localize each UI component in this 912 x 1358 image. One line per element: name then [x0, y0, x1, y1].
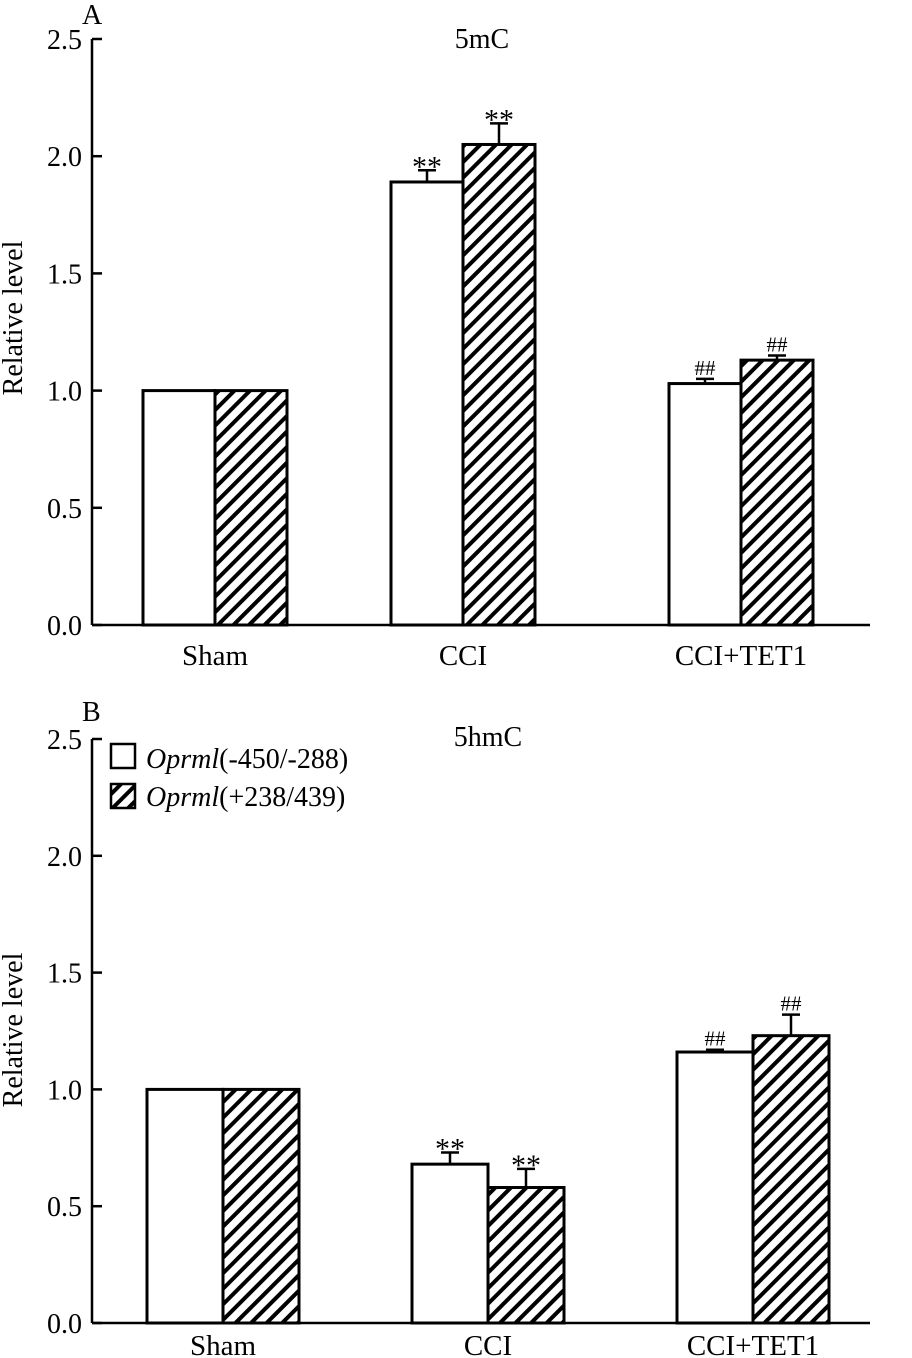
significance-mark: **	[412, 150, 442, 183]
bar-hatched	[213, 389, 289, 627]
x-tick-label: CCI+TET1	[675, 640, 807, 672]
legend: Oprml(-450/-288) Oprml(+238/439)	[109, 742, 348, 813]
chart-title: 5hmC	[454, 722, 522, 753]
panel-letter: B	[82, 697, 101, 728]
significance-mark: ##	[781, 992, 803, 1016]
significance-mark: ##	[695, 356, 717, 380]
x-tick-label: CCI	[464, 1330, 512, 1358]
significance-mark: **	[435, 1132, 465, 1165]
y-tick-label: 0.0	[47, 1309, 82, 1340]
bar-open	[675, 1050, 755, 1325]
bar-open	[145, 1087, 225, 1325]
chart-title: 5mC	[455, 24, 509, 55]
bar-open	[389, 180, 465, 627]
y-tick-label: 1.5	[47, 959, 82, 990]
y-tick-label: 1.0	[47, 1075, 82, 1106]
legend-item: Oprml(+238/439)	[109, 782, 345, 813]
significance-mark: ##	[767, 332, 789, 356]
y-tick-label: 0.5	[47, 1192, 82, 1223]
y-tick-label: 1.5	[47, 259, 82, 290]
legend-label: Oprml(-450/-288)	[146, 744, 348, 775]
bar-hatched	[751, 1034, 831, 1325]
legend-label: Oprml(+238/439)	[146, 782, 345, 813]
chart-panel-b: B 5hmC Relative level Oprml(-450/-288) O…	[0, 697, 870, 1358]
y-tick-label: 2.5	[47, 25, 82, 56]
significance-mark: ##	[705, 1027, 727, 1051]
x-tick-label: Sham	[182, 640, 249, 672]
y-tick-label: 2.5	[47, 725, 82, 756]
x-tick-label: CCI+TET1	[687, 1330, 819, 1358]
bar-hatched	[486, 1186, 566, 1325]
chart-panel-a: A 5mC Relative level 0.0 0.5 1.0 1.5 2.0 2.5 S…	[0, 0, 870, 672]
x-tick-label: Sham	[190, 1330, 257, 1358]
y-tick-label: 1.0	[47, 377, 82, 408]
bar-open	[667, 382, 743, 627]
significance-mark: **	[511, 1149, 541, 1182]
y-tick-label: 2.0	[47, 842, 82, 873]
x-tick-label: CCI	[439, 640, 487, 672]
panel-letter: A	[82, 0, 103, 31]
bar-hatched	[739, 358, 815, 627]
legend-item: Oprml(-450/-288)	[109, 742, 348, 775]
y-tick-label: 0.0	[47, 611, 82, 642]
bar-hatched	[461, 142, 537, 627]
y-axis-label: Relative level	[0, 952, 29, 1107]
y-axis-label: Relative level	[0, 240, 29, 395]
y-tick-label: 0.5	[47, 494, 82, 525]
bar-hatched	[221, 1087, 301, 1325]
y-tick-label: 2.0	[47, 142, 82, 173]
legend-swatch-open	[109, 742, 137, 770]
significance-mark: **	[484, 103, 514, 136]
bar-open	[410, 1162, 490, 1325]
bar-open	[141, 389, 217, 627]
legend-swatch-hatched	[109, 782, 137, 810]
